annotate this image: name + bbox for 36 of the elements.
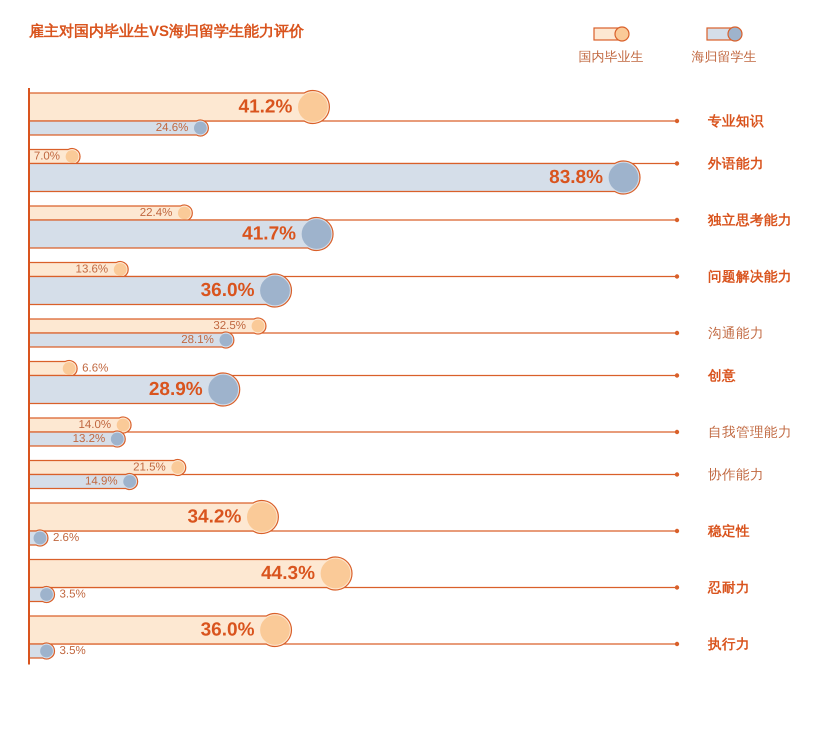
data-label: 32.5% <box>213 320 246 332</box>
category-label: 沟通能力 <box>708 326 764 340</box>
data-label: 13.2% <box>72 433 106 445</box>
category-label: 独立思考能力 <box>708 212 792 228</box>
category-label: 自我管理能力 <box>708 424 792 440</box>
category-label: 专业知识 <box>708 114 764 128</box>
data-label: 14.0% <box>78 419 112 431</box>
category-label: 协作能力 <box>708 467 764 482</box>
data-label: 3.5% <box>60 588 86 600</box>
data-label: 36.0% <box>200 280 254 301</box>
data-label: 34.2% <box>187 506 242 528</box>
data-label: 3.5% <box>60 645 86 657</box>
data-label: 14.9% <box>85 476 118 488</box>
data-label: 13.6% <box>76 264 108 276</box>
legend-label: 海归留学生 <box>692 49 756 64</box>
data-label: 28.1% <box>181 334 214 346</box>
data-label: 41.2% <box>238 96 292 118</box>
category-label: 稳定性 <box>708 524 750 538</box>
data-label: 2.6% <box>52 532 80 544</box>
data-label: 7.0% <box>34 150 60 162</box>
data-label: 41.7% <box>242 224 296 244</box>
data-label: 44.3% <box>261 563 315 584</box>
category-label: 外语能力 <box>708 156 764 171</box>
category-label: 问题解决能力 <box>708 269 792 284</box>
data-label: 21.5% <box>133 462 166 474</box>
legend-label: 国内毕业生 <box>578 49 644 64</box>
category-label: 执行力 <box>708 636 750 652</box>
data-label: 6.6% <box>82 362 108 374</box>
title: 雇主对国内毕业生VS海归留学生能力评价 <box>29 23 304 40</box>
data-label: 22.4% <box>140 207 172 219</box>
data-label: 24.6% <box>156 122 188 134</box>
data-label: 36.0% <box>200 620 254 640</box>
category-label: 创意 <box>708 368 736 383</box>
data-label: 28.9% <box>148 379 203 400</box>
category-label: 忍耐力 <box>708 580 750 595</box>
data-label: 83.8% <box>549 167 603 188</box>
